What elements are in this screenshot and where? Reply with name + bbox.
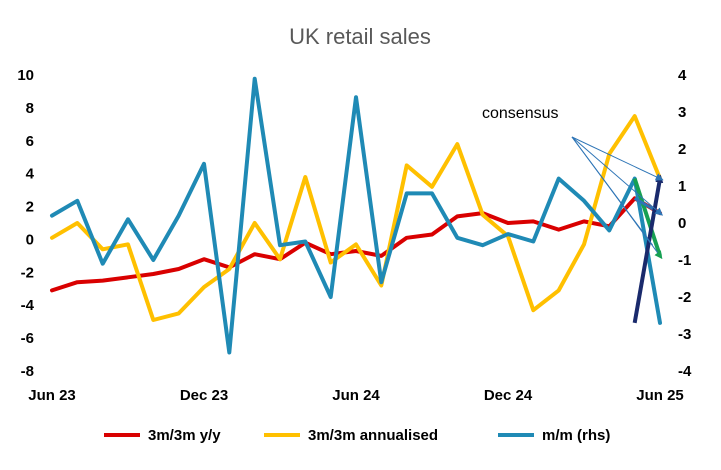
y-left-tick-label: 0	[26, 231, 34, 248]
yellow-annualised-line	[50, 114, 662, 322]
y-left-tick-label: 10	[17, 67, 34, 84]
consensus-label: consensus	[482, 105, 559, 122]
y-left-tick-label: -8	[21, 363, 34, 380]
y-left-tick-label: -4	[21, 297, 35, 314]
consensus-pointer-extra	[571, 136, 654, 246]
chart-axes: -8 -6 -4 -2 0 2 4 6 8 10 -4 -3 -2 -1 0 1 2 3 4 Jun 23 Dec 23…	[17, 67, 692, 404]
legend-item-mm-label: m/m (rhs)	[542, 427, 610, 444]
x-tick-label: Jun 23	[28, 387, 76, 404]
y-right-tick-label: -4	[678, 363, 692, 380]
consensus-annualised-segment	[632, 177, 662, 257]
y-left-tick-label: 8	[26, 100, 34, 117]
chart-title: UK retail sales	[289, 24, 431, 49]
x-tick-label: Jun 25	[636, 387, 684, 404]
consensus-pointer-mm	[571, 136, 664, 181]
y-right-tick-label: -3	[678, 326, 691, 343]
chart-lines	[50, 76, 662, 355]
blue-mm-line	[50, 76, 662, 355]
y-right-tick-label: 1	[678, 178, 686, 195]
y-right-tick-label: 3	[678, 104, 686, 121]
y-right-tick-label: 4	[678, 67, 687, 84]
y-left-tick-label: 4	[26, 166, 35, 183]
legend-item-annualised-label: 3m/3m annualised	[308, 427, 438, 444]
x-tick-label: Dec 23	[180, 387, 228, 404]
y-right-tick-label: 0	[678, 215, 686, 232]
y-right-tick-label: 2	[678, 141, 686, 158]
y-right-tick-label: -2	[678, 289, 691, 306]
red-yy-line	[50, 196, 662, 293]
y-left-tick-label: -6	[21, 330, 34, 347]
y-right-tick-label: -1	[678, 252, 691, 269]
legend-item-yy-label: 3m/3m y/y	[148, 427, 221, 444]
consensus-pointer-yy	[571, 136, 664, 216]
y-left-tick-label: 2	[26, 199, 34, 216]
chart-legend: 3m/3m y/y 3m/3m annualised m/m (rhs)	[104, 427, 610, 444]
x-tick-label: Jun 24	[332, 387, 380, 404]
y-left-tick-label: 6	[26, 133, 34, 150]
consensus-mm-segment	[632, 174, 664, 324]
x-tick-label: Dec 24	[484, 387, 533, 404]
y-left-tick-label: -2	[21, 264, 34, 281]
consensus-annotation: consensus	[482, 105, 664, 324]
